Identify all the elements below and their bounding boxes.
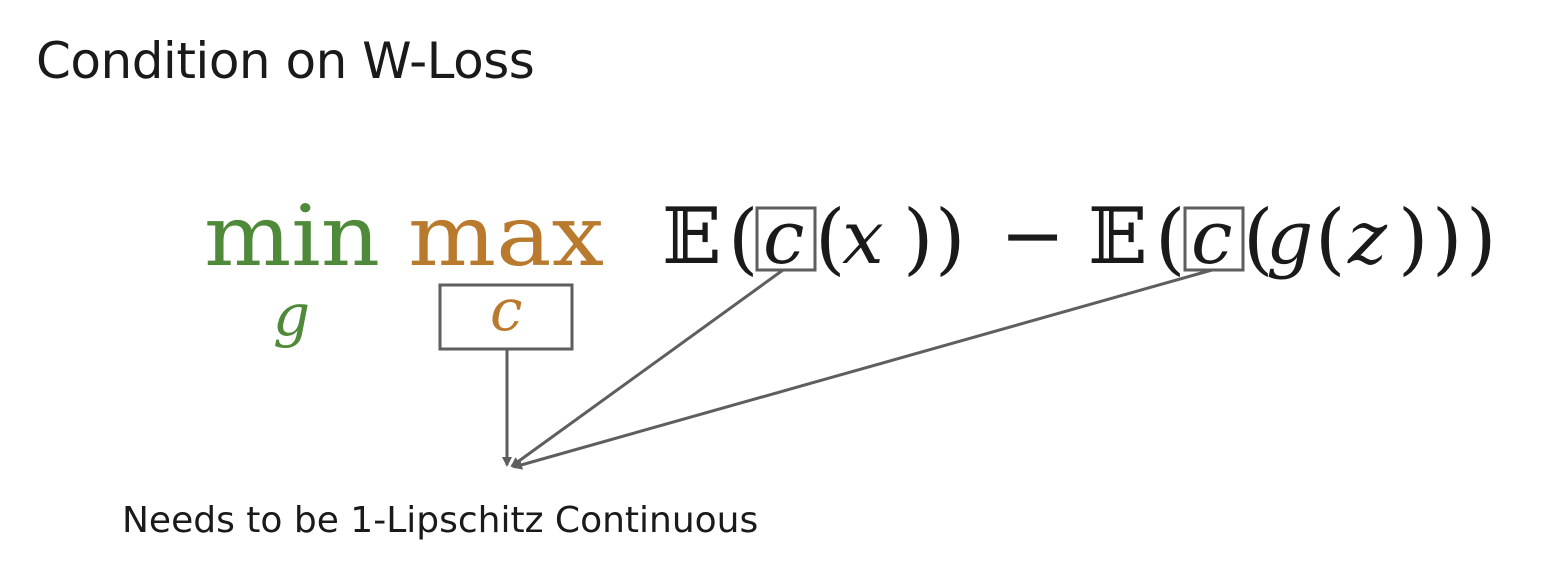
lipschitz-caption: Needs to be 1-Lipschitz Continuous [122, 500, 759, 541]
critic-c-real: c [763, 195, 804, 281]
close-paren-1: ) [903, 194, 933, 284]
open-paren-5: ( [1315, 194, 1345, 284]
noise-variable-z: z [1347, 195, 1388, 281]
open-paren-4: ( [1243, 194, 1273, 284]
open-paren-2: ( [815, 194, 845, 284]
arrow-from-critic-real [510, 268, 784, 468]
open-paren-1: ( [728, 194, 758, 284]
close-paren-2: ) [935, 194, 965, 284]
close-paren-5: ) [1466, 194, 1496, 284]
close-paren-4: ) [1432, 194, 1462, 284]
critic-c-fake: c [1191, 195, 1232, 281]
expectation-real: 𝔼 [662, 192, 721, 282]
max-subscript-c: c [490, 276, 522, 344]
open-paren-3: ( [1155, 194, 1185, 284]
critic-box-fake [1183, 206, 1245, 272]
max-operator: max [408, 187, 604, 285]
close-paren-3: ) [1398, 194, 1428, 284]
expectation-fake: 𝔼 [1088, 192, 1147, 282]
min-operator: min [204, 187, 380, 285]
arrow-from-critic-fake [512, 268, 1213, 470]
minus-sign: − [1000, 191, 1065, 281]
real-variable-x: x [842, 195, 884, 281]
generator-g: g [1266, 195, 1313, 281]
slide-title: Condition on W-Loss [36, 32, 535, 90]
min-subscript-g: g [273, 281, 310, 349]
critic-box-real [755, 206, 817, 272]
